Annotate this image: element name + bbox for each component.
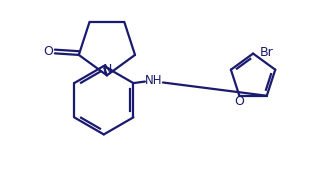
Text: Br: Br bbox=[260, 46, 274, 59]
Text: O: O bbox=[44, 45, 53, 58]
Text: NH: NH bbox=[145, 74, 162, 86]
Text: O: O bbox=[234, 95, 244, 108]
Text: N: N bbox=[103, 63, 113, 76]
